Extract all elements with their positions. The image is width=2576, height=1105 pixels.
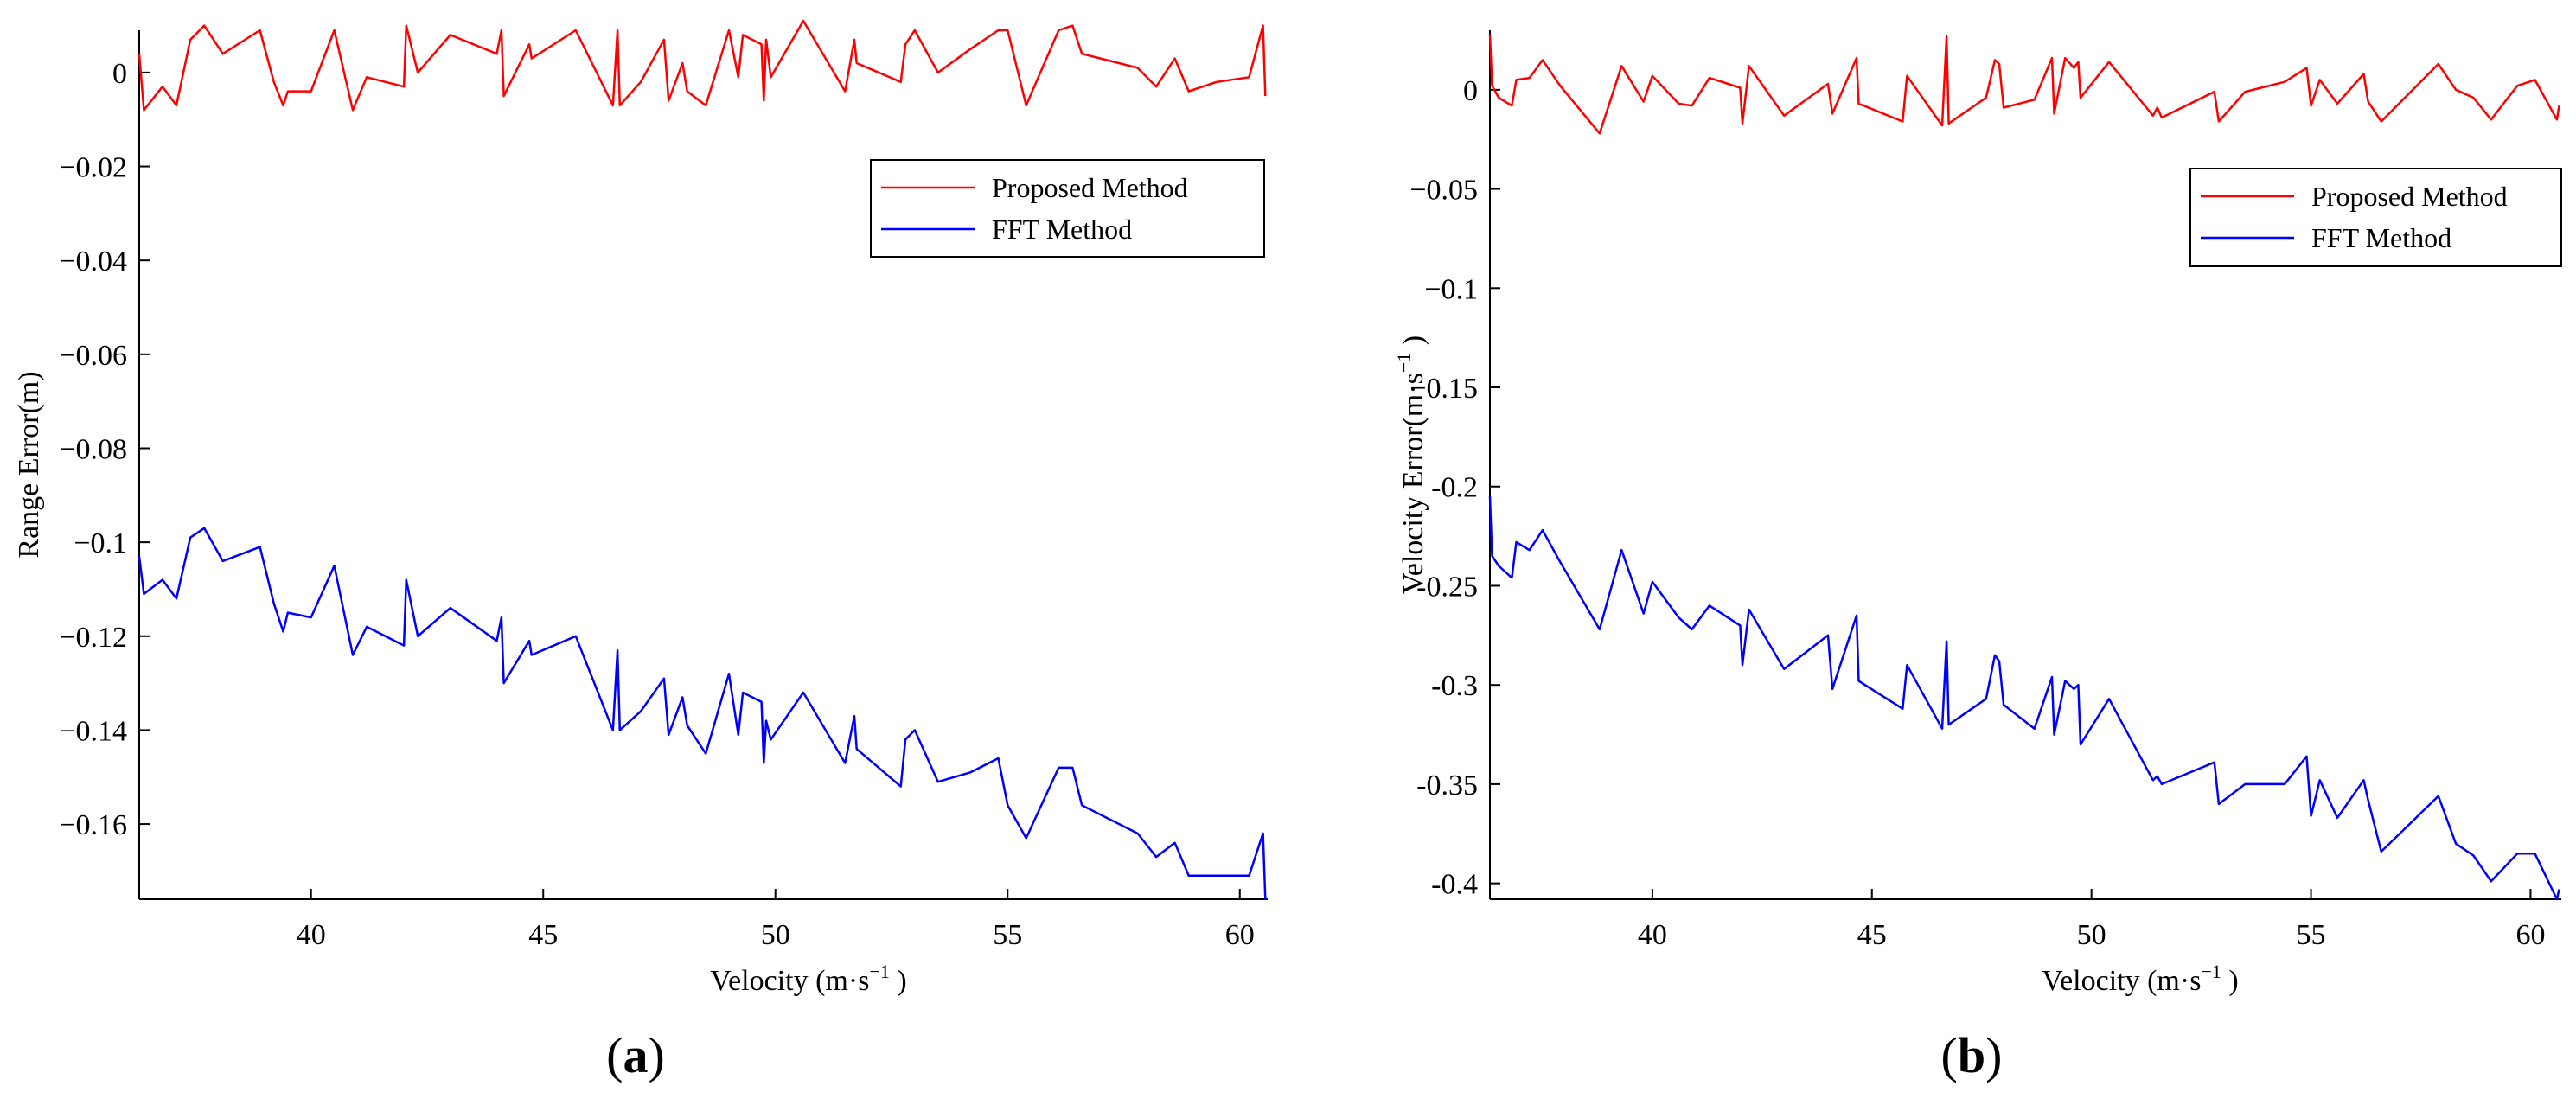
y-tick-label: −0.05	[1409, 175, 1478, 207]
x-tick-label: 45	[1857, 919, 1887, 951]
y-tick-label: −0.15	[1409, 373, 1478, 405]
chart-panel-b: 40 45 50 55 60 0 −0.05 −0.1 −0.15 -0.2 -0.25 -0.3 -0…	[1393, 30, 2562, 1083]
x-tick-label: 55	[2297, 919, 2326, 951]
x-axis-label-close: )	[890, 965, 907, 997]
x-axis-label-text: Velocity (m·s	[2042, 965, 2201, 997]
y-axis-label-text: Range Error(m)	[13, 371, 45, 558]
x-tick-label: 45	[528, 919, 558, 951]
y-tick-label: 0	[112, 58, 127, 90]
series-line-proposed-method	[1488, 34, 2560, 135]
series-line-fft-method	[137, 527, 1267, 900]
y-axis-label: Velocity Error(m·s−1 )	[1393, 335, 1429, 594]
legend-label-proposed-method: Proposed Method	[992, 172, 1188, 203]
y-tick-label: −0.02	[59, 152, 127, 184]
panel-label-letter: a	[623, 1027, 649, 1083]
legend-label-proposed-method: Proposed Method	[2311, 181, 2508, 212]
panel-label: (a)	[606, 1027, 665, 1083]
legend-label-fft-method: FFT Method	[2311, 222, 2451, 253]
legend: Proposed Method FFT Method	[2189, 168, 2562, 267]
x-axis-label-close: )	[2221, 965, 2239, 997]
chart-panel-a: 40 45 50 55 60 0 −0.02 −0.04 −0.06 −0.08 −0.1 −0.12…	[13, 19, 1268, 1083]
x-tick-label: 50	[2077, 919, 2106, 951]
x-tick-label: 60	[2515, 919, 2545, 951]
x-axis-label: Velocity (m·s−1 )	[2042, 961, 2238, 997]
x-axis-label-superscript: −1	[869, 961, 889, 982]
series-line-fft-method	[1488, 496, 2560, 901]
legend-box	[2189, 168, 2562, 267]
legend-label-fft-method: FFT Method	[992, 214, 1132, 245]
x-axis-label: Velocity (m·s−1 )	[710, 961, 906, 997]
x-tick-label: 40	[297, 919, 326, 951]
legend-box	[870, 159, 1265, 258]
y-axis-label-close: )	[1397, 335, 1429, 353]
y-tick-label: −0.04	[59, 246, 127, 278]
x-axis-label-text: Velocity (m·s	[710, 965, 869, 997]
x-tick-label: 60	[1225, 919, 1255, 951]
y-tick-label: -0.35	[1416, 770, 1478, 802]
y-tick-label: -0.25	[1416, 571, 1478, 603]
y-tick-label: −0.08	[59, 433, 127, 465]
y-tick-label: −0.16	[59, 809, 127, 841]
y-tick-label: -0.4	[1431, 869, 1478, 901]
y-tick-label: −0.06	[59, 340, 127, 372]
panel-label: (b)	[1941, 1027, 2003, 1083]
y-axis-label-superscript: −1	[1393, 353, 1415, 373]
y-tick-label: -0.2	[1431, 472, 1478, 504]
series-line-proposed-method	[137, 19, 1267, 112]
y-tick-label: -0.3	[1431, 670, 1478, 702]
x-tick-label: 40	[1638, 919, 1667, 951]
y-tick-label: −0.14	[59, 715, 127, 747]
x-tick-label: 50	[761, 919, 790, 951]
x-axis-label-superscript: −1	[2201, 961, 2221, 982]
y-tick-label: −0.12	[59, 622, 127, 654]
y-tick-label: −0.1	[74, 527, 127, 559]
y-tick-label: 0	[1463, 75, 1478, 107]
x-tick-label: 55	[993, 919, 1022, 951]
y-axis-label-text: Velocity Error(m·s	[1397, 373, 1429, 594]
y-axis-label: Range Error(m)	[13, 371, 45, 558]
y-tick-label: −0.1	[1424, 273, 1478, 305]
panel-label-letter: b	[1958, 1027, 1985, 1083]
legend: Proposed Method FFT Method	[870, 159, 1265, 258]
